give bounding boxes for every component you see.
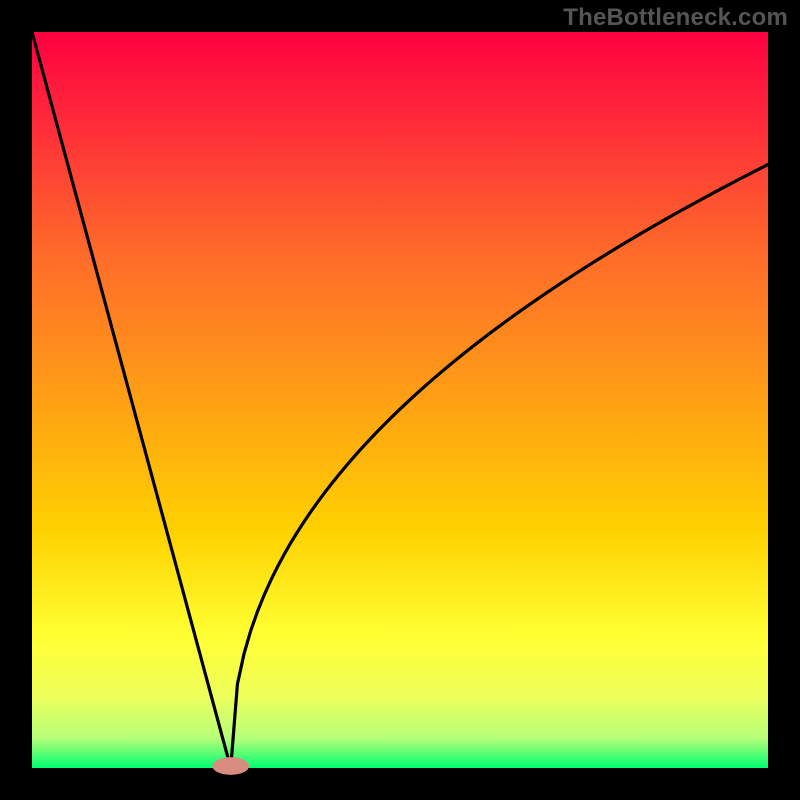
- chart-background: [32, 32, 768, 768]
- watermark-text: TheBottleneck.com: [563, 4, 788, 32]
- bottleneck-chart: TheBottleneck.com: [0, 0, 800, 800]
- optimal-marker: [212, 757, 249, 775]
- chart-svg: [0, 0, 800, 800]
